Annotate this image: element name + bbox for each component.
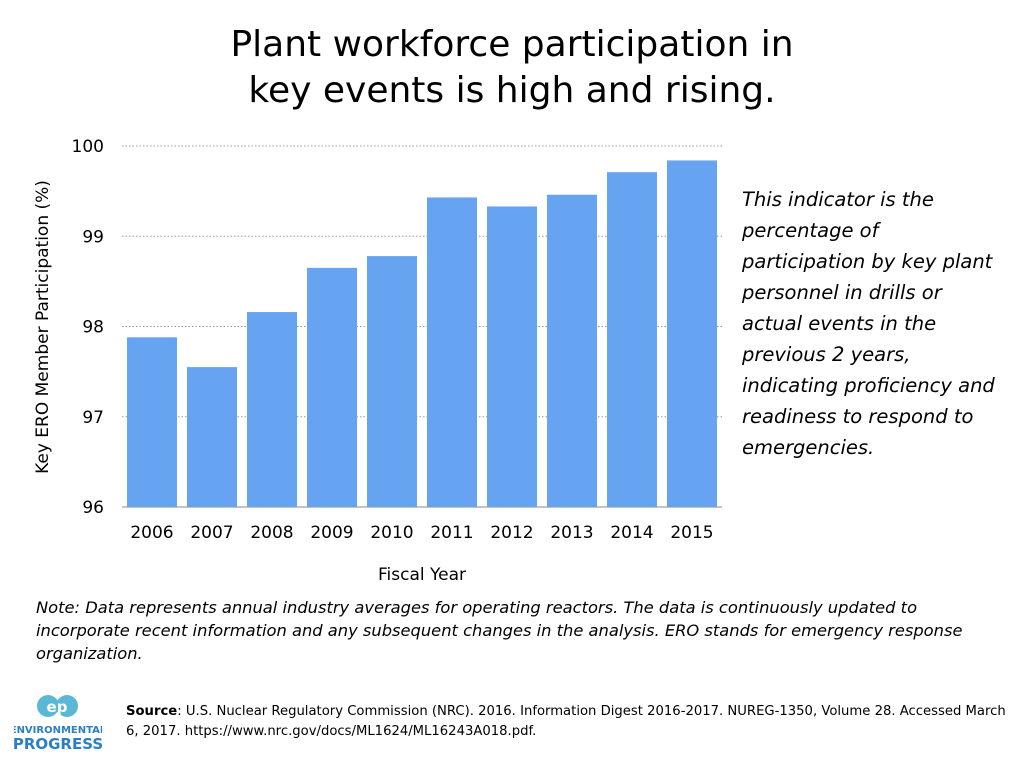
x-axis-label: Fiscal Year bbox=[378, 565, 466, 585]
x-tick-label: 2010 bbox=[370, 523, 413, 543]
bar-2007 bbox=[187, 367, 237, 507]
x-tick-label: 2015 bbox=[670, 523, 713, 543]
x-tick-label: 2013 bbox=[550, 523, 593, 543]
logo-line-2: PROGRESS bbox=[14, 735, 102, 753]
bar-2010 bbox=[367, 256, 417, 507]
y-tick-label: 99 bbox=[82, 227, 104, 247]
bars bbox=[127, 160, 717, 508]
bar-2014 bbox=[607, 172, 657, 508]
y-axis-ticks: 96 97 98 99 100 bbox=[72, 137, 104, 518]
y-tick-label: 96 bbox=[82, 498, 104, 518]
bar-2009 bbox=[307, 267, 357, 507]
y-tick-label: 97 bbox=[82, 408, 104, 428]
source-citation: Source: U.S. Nuclear Regulatory Commissi… bbox=[126, 702, 1006, 742]
source-text: : U.S. Nuclear Regulatory Commission (NR… bbox=[126, 704, 1006, 739]
x-axis-ticks: 2006 2007 2008 2009 2010 2011 2012 2013 2014 2015 bbox=[130, 523, 713, 543]
y-tick-label: 98 bbox=[82, 318, 104, 338]
bar-2015 bbox=[667, 160, 717, 507]
environmental-progress-logo: ep ENVIRONMENTAL PROGRESS bbox=[14, 695, 102, 753]
bar-2013 bbox=[547, 194, 597, 508]
x-tick-label: 2009 bbox=[310, 523, 353, 543]
bar-chart: 96 97 98 99 100 2006 2007 2008 2009 2010 2011 2012… bbox=[33, 137, 722, 585]
chart-title: Plant workforce participation in key eve… bbox=[0, 22, 1024, 114]
x-tick-label: 2008 bbox=[250, 523, 293, 543]
logo-mark-text: ep bbox=[47, 698, 68, 716]
y-tick-label: 100 bbox=[72, 137, 104, 157]
data-note: Note: Data represents annual industry av… bbox=[36, 598, 963, 663]
bar-2012 bbox=[487, 206, 537, 507]
chart-title-line-1: Plant workforce participation in bbox=[230, 24, 794, 65]
chart-title-line-2: key events is high and rising. bbox=[248, 70, 776, 111]
bar-2011 bbox=[427, 197, 477, 507]
logo-line-1: ENVIRONMENTAL bbox=[14, 725, 102, 736]
x-tick-label: 2012 bbox=[490, 523, 533, 543]
x-tick-label: 2006 bbox=[130, 523, 173, 543]
y-axis-label: Key ERO Member Participation (%) bbox=[33, 180, 53, 474]
x-tick-label: 2011 bbox=[430, 523, 473, 543]
x-tick-label: 2007 bbox=[190, 523, 233, 543]
source-label: Source bbox=[126, 704, 178, 719]
bar-2008 bbox=[247, 312, 297, 507]
indicator-description: This indicator is the percentage of part… bbox=[742, 188, 995, 459]
bar-2006 bbox=[127, 337, 177, 507]
logo-mark-right-icon bbox=[56, 695, 78, 717]
logo-mark-left-icon bbox=[37, 695, 59, 717]
x-tick-label: 2014 bbox=[610, 523, 653, 543]
